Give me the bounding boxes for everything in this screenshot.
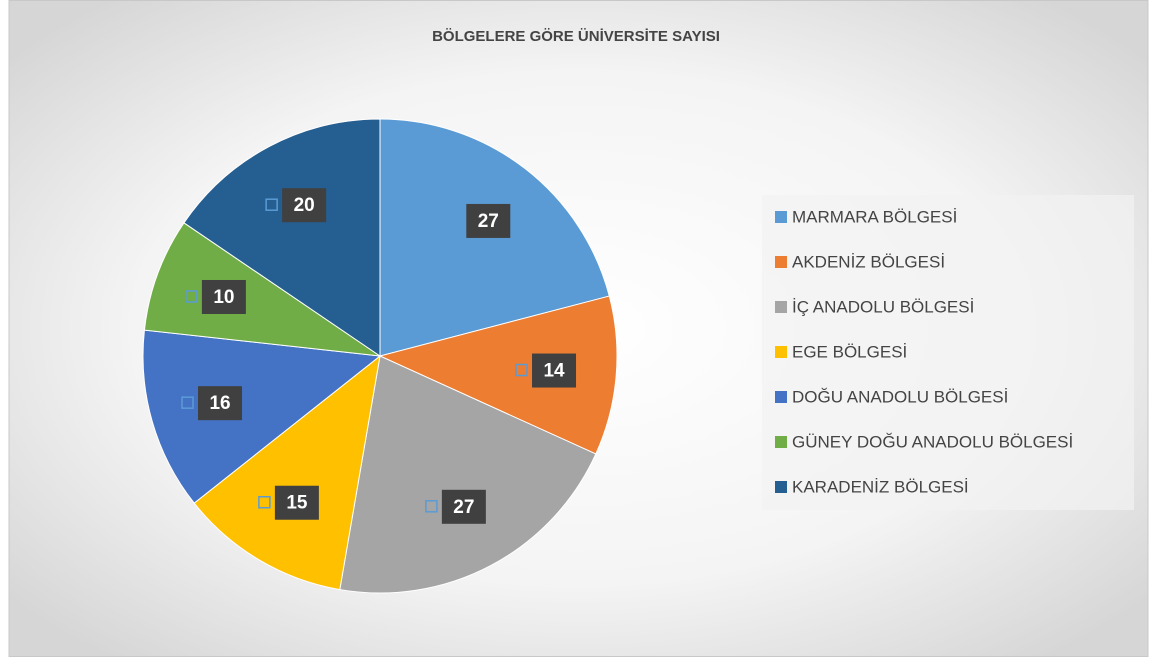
legend-label: KARADENİZ BÖLGESİ xyxy=(792,477,969,496)
data-label-box xyxy=(198,386,243,421)
data-label-box xyxy=(466,203,511,238)
data-label: 27 xyxy=(478,211,499,232)
legend-swatch xyxy=(775,481,787,493)
data-label: 10 xyxy=(213,287,234,308)
pie-slice xyxy=(143,222,381,357)
pie-slice xyxy=(142,329,382,504)
legend-label: AKDENİZ BÖLGESİ xyxy=(792,252,945,271)
chart-title: BÖLGELERE GÖRE ÜNİVERSİTE SAYISI xyxy=(432,28,720,45)
label-marker xyxy=(265,198,278,211)
legend-label: DOĞU ANADOLU BÖLGESİ xyxy=(792,387,1008,406)
data-label-box xyxy=(441,489,486,524)
legend-swatch xyxy=(775,346,787,358)
label-marker xyxy=(258,495,271,509)
pie-slice xyxy=(183,118,381,357)
pie-slice xyxy=(378,295,618,455)
legend-label: İÇ ANADOLU BÖLGESİ xyxy=(792,297,974,316)
pie-slice xyxy=(339,355,597,594)
data-label-box xyxy=(201,279,246,314)
label-marker xyxy=(449,214,463,227)
legend-label: GÜNEY DOĞU ANADOLU BÖLGESİ xyxy=(792,432,1073,451)
data-label: 16 xyxy=(209,393,230,414)
data-label-box xyxy=(274,485,319,520)
data-label: 15 xyxy=(286,493,308,514)
legend-swatch xyxy=(775,391,787,403)
legend-swatch xyxy=(775,256,787,268)
legend-swatch xyxy=(775,301,787,313)
legend-label: EGE BÖLGESİ xyxy=(792,342,907,361)
data-label-box xyxy=(282,188,327,223)
label-marker xyxy=(515,363,528,377)
legend-swatch xyxy=(775,436,787,448)
data-label-box xyxy=(532,353,577,388)
data-label: 27 xyxy=(453,497,474,518)
legend-swatch xyxy=(775,211,787,223)
data-label: 20 xyxy=(294,195,315,216)
legend-label: MARMARA BÖLGESİ xyxy=(792,207,957,226)
data-label: 14 xyxy=(543,361,565,382)
label-marker xyxy=(425,500,438,513)
legend xyxy=(762,195,1134,510)
label-marker xyxy=(185,290,198,303)
label-marker xyxy=(181,396,194,409)
pie-slice xyxy=(193,354,381,591)
